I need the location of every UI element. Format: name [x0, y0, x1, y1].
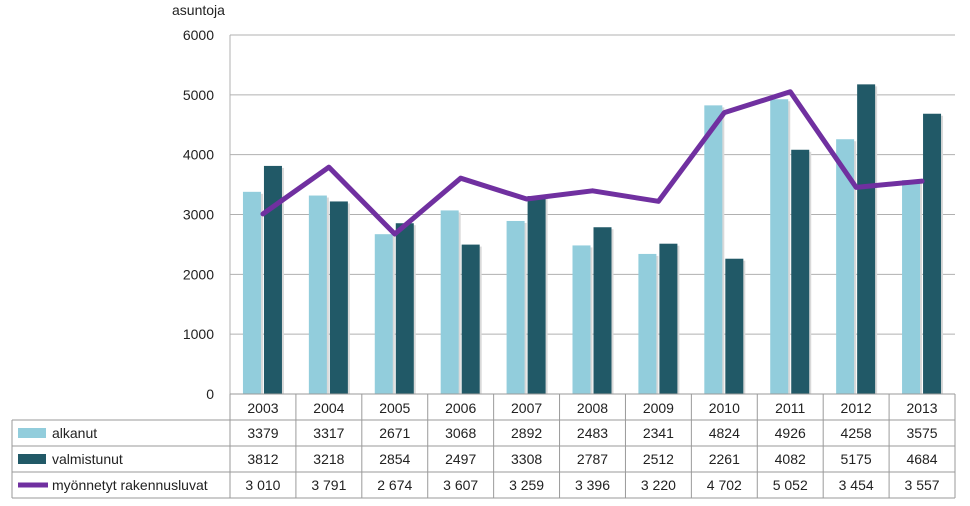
- y-tick-label: 6000: [183, 27, 214, 43]
- category-label: 2007: [511, 400, 542, 416]
- category-label: 2012: [841, 400, 872, 416]
- bar-valmistunut: [395, 223, 414, 394]
- bar-valmistunut: [857, 84, 876, 395]
- y-tick-label: 3000: [183, 207, 214, 223]
- data-cell: 2854: [379, 451, 410, 467]
- data-cell: 4082: [775, 451, 806, 467]
- data-cell: 2483: [577, 425, 608, 441]
- data-cell: 3 396: [575, 477, 610, 493]
- data-cell: 3 010: [245, 477, 280, 493]
- data-cell: 2 674: [377, 477, 412, 493]
- bar-valmistunut: [791, 149, 810, 394]
- data-cell: 3379: [247, 425, 278, 441]
- data-table: 2003 2004 2005 2006 2007 2008 2009 2010 2011 2012…: [11, 393, 956, 499]
- data-cell: 3 220: [641, 477, 676, 493]
- category-label: 2005: [379, 400, 410, 416]
- data-cell: 3 259: [509, 477, 544, 493]
- bar-alkanut: [638, 253, 657, 394]
- bar-alkanut: [440, 210, 459, 394]
- data-cell: 3308: [511, 451, 542, 467]
- bar-valmistunut: [263, 165, 282, 394]
- data-cell: 3 791: [311, 477, 346, 493]
- data-cell: 5175: [841, 451, 872, 467]
- permits-line: [260, 89, 925, 237]
- data-cell: 4 702: [707, 477, 742, 493]
- data-cell: 2787: [577, 451, 608, 467]
- data-cell: 3 607: [443, 477, 478, 493]
- data-cell: 3 454: [839, 477, 874, 493]
- series-name: myönnetyt rakennusluvat: [52, 477, 208, 493]
- line-series: [260, 89, 925, 237]
- bar-alkanut: [242, 191, 261, 394]
- data-cell: 4926: [775, 425, 806, 441]
- bar-valmistunut: [329, 201, 348, 394]
- bar-alkanut: [506, 220, 525, 394]
- bars: [242, 84, 944, 395]
- data-cell: 4684: [906, 451, 937, 467]
- data-cell: 2341: [643, 425, 674, 441]
- y-axis-unit-label: asuntoja: [172, 2, 225, 18]
- data-cell: 3068: [445, 425, 476, 441]
- data-cell: 2512: [643, 451, 674, 467]
- data-cell: 5 052: [773, 477, 808, 493]
- y-tick-label: 2000: [183, 266, 214, 282]
- series-name: valmistunut: [52, 451, 123, 467]
- category-label: 2010: [709, 400, 740, 416]
- bar-alkanut: [836, 139, 855, 394]
- legend-key-valmistunut: [18, 454, 46, 464]
- data-cell: 3218: [313, 451, 344, 467]
- data-cell: 2497: [445, 451, 476, 467]
- y-tick-label: 4000: [183, 147, 214, 163]
- category-label: 2004: [313, 400, 344, 416]
- bar-valmistunut: [923, 113, 942, 395]
- y-tick-label: 1000: [183, 326, 214, 342]
- category-label: 2009: [643, 400, 674, 416]
- data-cell: 2671: [379, 425, 410, 441]
- y-tick-label: 0: [206, 386, 214, 402]
- bar-alkanut: [308, 195, 327, 394]
- data-cell: 4258: [841, 425, 872, 441]
- data-cell: 4824: [709, 425, 740, 441]
- data-cell: 3317: [313, 425, 344, 441]
- bar-alkanut: [704, 105, 723, 394]
- y-tick-label: 5000: [183, 87, 214, 103]
- data-cell: 2261: [709, 451, 740, 467]
- data-cell: 3575: [906, 425, 937, 441]
- category-label: 2008: [577, 400, 608, 416]
- category-label: 2006: [445, 400, 476, 416]
- data-cell: 3 557: [905, 477, 940, 493]
- category-label: 2013: [906, 400, 937, 416]
- category-label: 2011: [775, 400, 805, 416]
- bar-valmistunut: [725, 258, 744, 394]
- y-axis: 0 1000 2000 3000 4000 5000 6000: [183, 27, 231, 402]
- legend-key-alkanut: [18, 428, 46, 438]
- data-cell: 2892: [511, 425, 542, 441]
- bar-alkanut: [902, 180, 921, 394]
- bar-alkanut: [374, 234, 393, 394]
- category-label: 2003: [247, 400, 278, 416]
- bar-alkanut: [572, 245, 591, 394]
- bar-valmistunut: [527, 196, 546, 394]
- bar-valmistunut: [461, 244, 480, 394]
- bar-alkanut: [770, 99, 789, 395]
- series-name: alkanut: [52, 425, 97, 441]
- data-cell: 3812: [247, 451, 278, 467]
- bar-valmistunut: [593, 227, 612, 394]
- bar-valmistunut: [659, 243, 678, 394]
